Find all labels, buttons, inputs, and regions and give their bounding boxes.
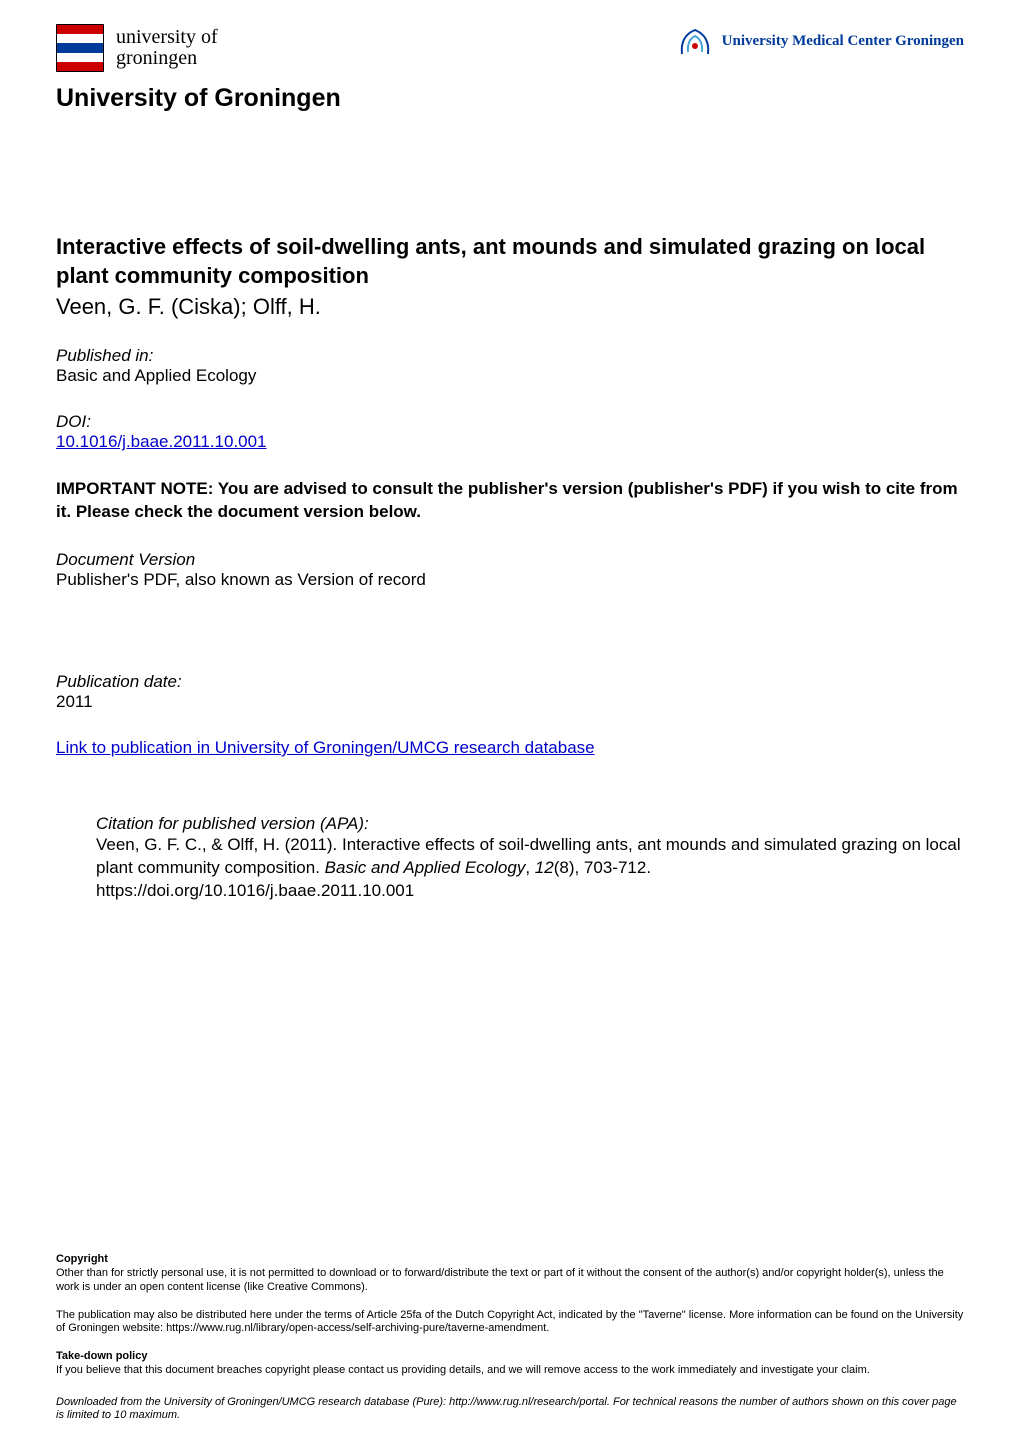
doc-version-value: Publisher's PDF, also known as Version o… [56,570,964,590]
paper-authors: Veen, G. F. (Ciska); Olff, H. [56,294,964,320]
copyright-p1: Other than for strictly personal use, it… [56,1267,944,1293]
rug-crest-icon [56,24,104,72]
doi-label: DOI: [56,412,964,432]
doc-version-label: Document Version [56,550,964,570]
umcg-mark-icon [678,24,712,58]
citation-heading: Citation for published version (APA): [96,814,964,834]
takedown-section: Take-down policy If you believe that thi… [56,1350,964,1378]
citation-pages: (8), 703-712. [554,858,651,877]
citation-after: , [525,858,534,877]
umcg-wordmark: University Medical Center Groningen [722,33,964,50]
citation-doi-url: https://doi.org/10.1016/j.baae.2011.10.0… [96,881,414,900]
rug-wordmark: university of groningen [116,27,218,69]
publication-link[interactable]: Link to publication in University of Gro… [56,738,595,757]
rug-line2: groningen [116,48,218,69]
citation-volume: 12 [535,858,554,877]
copyright-p2-wrap: The publication may also be distributed … [56,1309,964,1337]
citation-body: Veen, G. F. C., & Olff, H. (2011). Inter… [96,834,964,903]
copyright-section: Copyright Other than for strictly person… [56,1253,964,1294]
published-in-label: Published in: [56,346,964,366]
content: Interactive effects of soil-dwelling ant… [0,113,1020,1003]
footer-note: Downloaded from the University of Gronin… [56,1396,964,1424]
paper-title: Interactive effects of soil-dwelling ant… [56,233,964,290]
rug-line1: university of [116,27,218,48]
takedown-body: If you believe that this document breach… [56,1364,870,1376]
copyright-p2: The publication may also be distributed … [56,1309,963,1335]
takedown-heading: Take-down policy [56,1350,147,1362]
pub-date-value: 2011 [56,692,964,712]
published-in-value: Basic and Applied Ecology [56,366,964,386]
citation-block: Citation for published version (APA): Ve… [56,814,964,903]
institution-heading: University of Groningen [0,80,1020,113]
footer-area: Copyright Other than for strictly person… [56,1253,964,1423]
doi-link[interactable]: 10.1016/j.baae.2011.10.001 [56,432,267,451]
pub-date-label: Publication date: [56,672,964,692]
copyright-heading: Copyright [56,1253,108,1265]
important-note: IMPORTANT NOTE: You are advised to consu… [56,478,964,524]
header-bar: university of groningen University Medic… [0,0,1020,80]
page: university of groningen University Medic… [0,0,1020,1443]
umcg-logo: University Medical Center Groningen [678,24,964,58]
citation-journal: Basic and Applied Ecology [325,858,526,877]
rug-logo: university of groningen [56,24,218,72]
